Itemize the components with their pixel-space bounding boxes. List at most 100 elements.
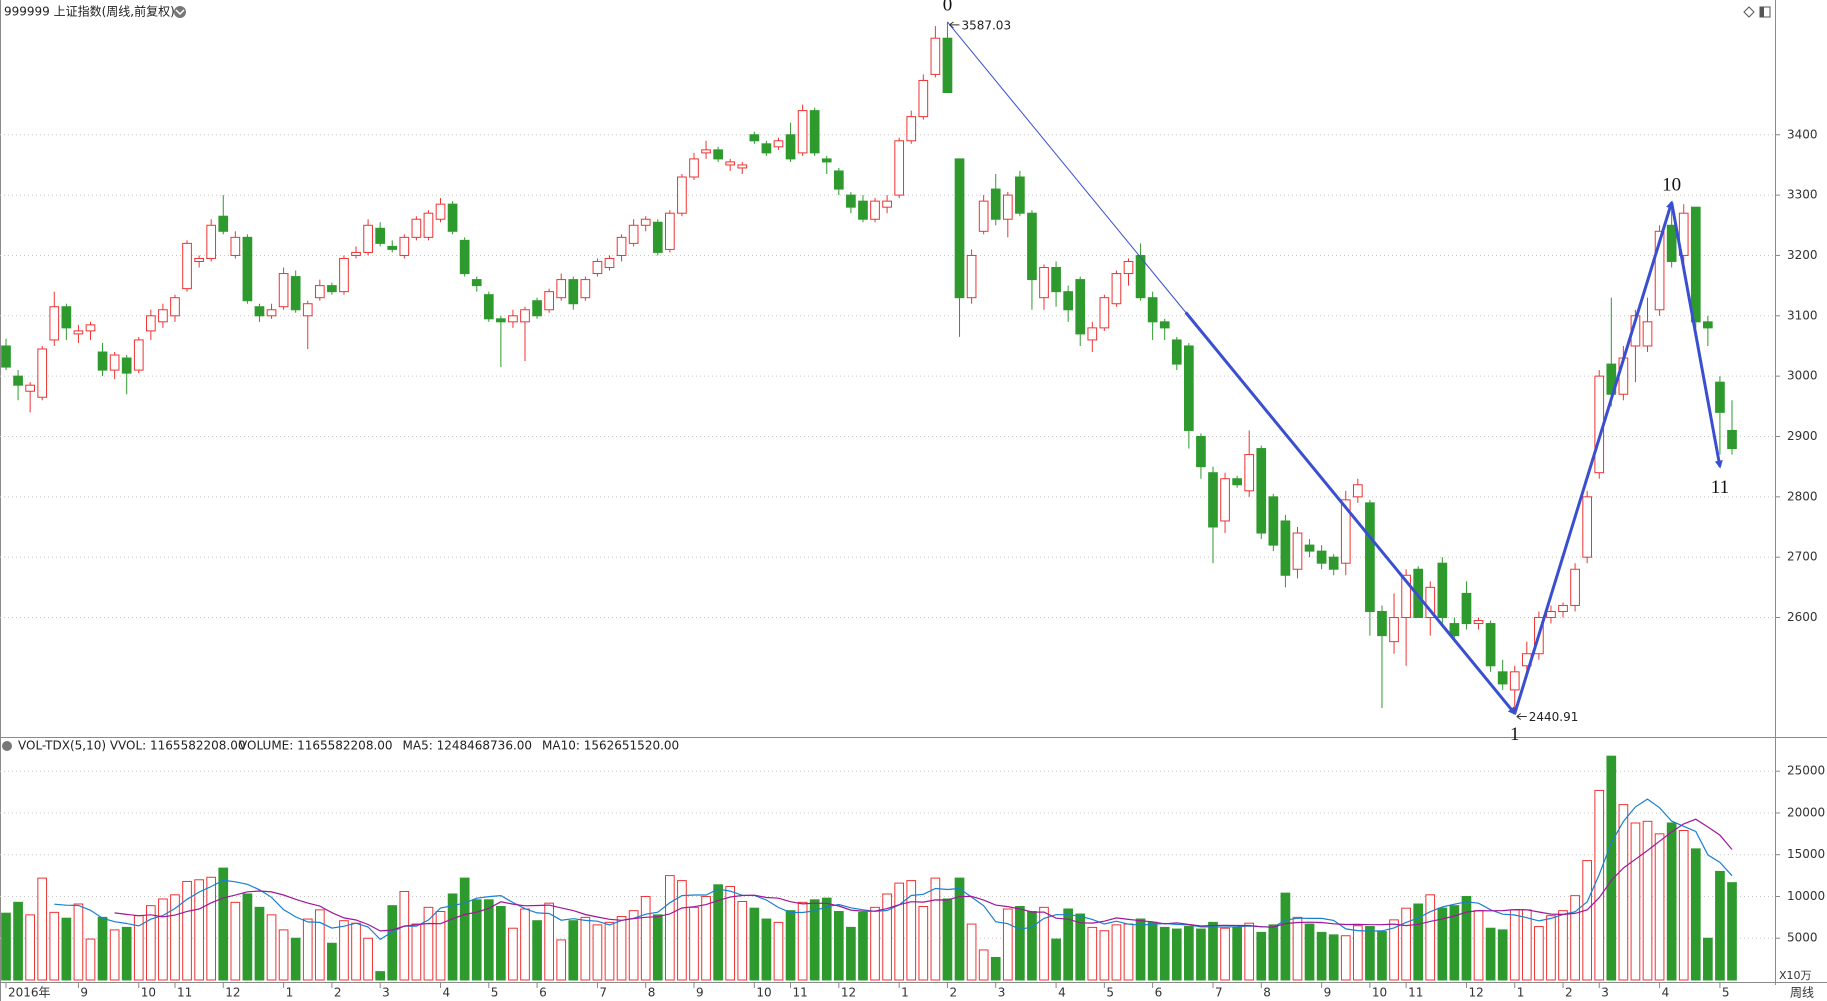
volume-bar bbox=[870, 906, 880, 981]
volume-bar bbox=[1292, 916, 1303, 981]
volume-bar bbox=[1147, 921, 1158, 981]
candle-body bbox=[1075, 279, 1086, 335]
candle-body bbox=[363, 224, 373, 253]
volume-bar bbox=[1582, 860, 1593, 981]
volume-bar bbox=[302, 918, 313, 981]
candle-body bbox=[399, 236, 410, 256]
candle-body bbox=[701, 149, 711, 154]
candle-body bbox=[1304, 544, 1315, 552]
candle-body bbox=[689, 158, 699, 178]
volume-bar bbox=[266, 914, 277, 981]
volume-bar bbox=[447, 893, 458, 981]
candle-body bbox=[761, 143, 772, 154]
candle-body bbox=[1425, 586, 1436, 619]
candle-body bbox=[1135, 254, 1146, 299]
candle-body bbox=[640, 218, 651, 226]
candle-body bbox=[447, 203, 458, 232]
volume-bar bbox=[1159, 926, 1170, 981]
candle-body bbox=[749, 134, 760, 142]
volume-bar bbox=[85, 938, 96, 981]
volume-bar bbox=[990, 956, 1001, 981]
candle-body bbox=[314, 285, 325, 299]
volume-bar bbox=[73, 903, 84, 981]
volume-bar bbox=[689, 906, 699, 981]
volume-tick-label: 5000 bbox=[1787, 931, 1818, 945]
volume-bar bbox=[1473, 910, 1484, 981]
volume-menu-icon[interactable] bbox=[2, 741, 12, 751]
x-tick-label: 8 bbox=[648, 986, 656, 1000]
volume-bar bbox=[918, 906, 929, 981]
volume-bar bbox=[1268, 924, 1279, 981]
x-tick-label: 9 bbox=[80, 986, 88, 1000]
candle-body bbox=[1196, 435, 1206, 468]
candle-body bbox=[13, 375, 23, 386]
x-tick-label: 1 bbox=[286, 986, 294, 1000]
volume-bar bbox=[109, 929, 120, 981]
candle-body bbox=[833, 170, 844, 190]
x-tick-label: 9 bbox=[696, 986, 704, 1000]
x-tick-label: 5 bbox=[1106, 986, 1114, 1000]
x-tick-label: 10 bbox=[756, 986, 771, 1000]
x-tick-label: 6 bbox=[539, 986, 547, 1000]
candle-body bbox=[930, 37, 941, 75]
candle-body bbox=[37, 348, 48, 398]
volume-bar bbox=[1123, 923, 1134, 981]
candle-body bbox=[194, 257, 204, 262]
volume-title: VOL-TDX(5,10) VVOL: 1165582208.00 bbox=[18, 739, 245, 753]
volume-bar bbox=[471, 899, 482, 981]
candle-body bbox=[230, 236, 241, 256]
candle-body bbox=[1184, 345, 1194, 431]
candle-body bbox=[858, 200, 868, 220]
volume-bar bbox=[568, 920, 579, 981]
candle-body bbox=[1, 345, 11, 368]
volume-bar bbox=[833, 911, 844, 981]
wave-label: 10 bbox=[1662, 175, 1681, 196]
candle-body bbox=[351, 251, 361, 256]
volume-bar bbox=[1497, 929, 1508, 981]
volume-bar bbox=[121, 926, 132, 981]
candle-body bbox=[737, 164, 748, 169]
title-menu-icon[interactable] bbox=[174, 6, 186, 18]
candle-body bbox=[1401, 574, 1411, 619]
candle-body bbox=[1340, 499, 1351, 564]
x-tick-label: 8 bbox=[1263, 986, 1271, 1000]
candle-body bbox=[1208, 472, 1218, 528]
x-tick-label: 9 bbox=[1324, 986, 1332, 1000]
volume-tick-label: 10000 bbox=[1787, 889, 1825, 903]
candle-body bbox=[1159, 321, 1170, 329]
volume-bar bbox=[1208, 921, 1218, 981]
candle-body bbox=[1365, 502, 1375, 612]
volume-bar bbox=[1630, 822, 1641, 981]
x-tick-label: 5 bbox=[1722, 986, 1730, 1000]
volume-bar bbox=[218, 867, 229, 981]
volume-bar bbox=[314, 909, 325, 981]
x-tick-label: 2 bbox=[334, 986, 342, 1000]
volume-bar bbox=[435, 911, 446, 981]
diamond-icon[interactable] bbox=[1743, 6, 1755, 18]
x-tick-label: 4 bbox=[1662, 986, 1670, 1000]
volume-bar bbox=[556, 939, 567, 981]
volume-bar bbox=[1413, 903, 1424, 981]
candle-body bbox=[1027, 212, 1037, 281]
volume-unit: X10万 bbox=[1779, 969, 1812, 982]
candle-body bbox=[387, 245, 398, 250]
x-tick-label: 11 bbox=[177, 986, 192, 1000]
volume-bar bbox=[1606, 755, 1617, 981]
x-tick-label: 4 bbox=[443, 986, 451, 1000]
candle-body bbox=[1377, 610, 1387, 637]
volume-bar bbox=[701, 895, 711, 981]
candle-body bbox=[471, 279, 482, 287]
volume-bar bbox=[61, 917, 72, 981]
candle-body bbox=[49, 306, 60, 341]
candle-body bbox=[1292, 532, 1303, 570]
candle-body bbox=[1039, 267, 1049, 299]
volume-bar bbox=[459, 877, 470, 981]
candle-body bbox=[1558, 604, 1568, 612]
candle-body bbox=[1316, 550, 1327, 564]
candle-body bbox=[1485, 623, 1496, 667]
candle-body bbox=[97, 351, 108, 371]
candle-body bbox=[894, 140, 905, 196]
x-tick-label: 11 bbox=[1408, 986, 1423, 1000]
volume-bar bbox=[1618, 804, 1629, 981]
candle-body bbox=[918, 79, 929, 118]
